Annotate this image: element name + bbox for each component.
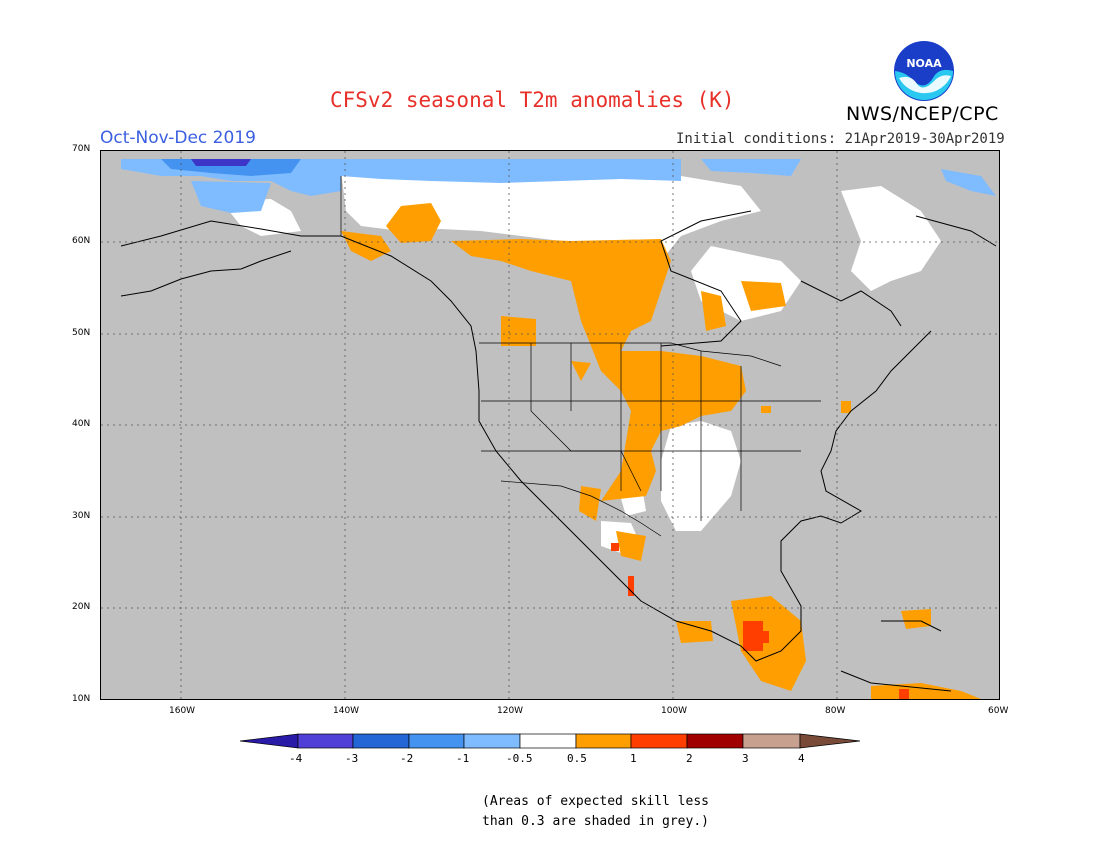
skill-note-line: (Areas of expected skill less bbox=[482, 794, 709, 809]
lon-label: 100W bbox=[661, 706, 688, 716]
political-boundaries bbox=[340, 176, 821, 537]
lat-label: 10N bbox=[72, 694, 91, 704]
legend-label: -1 bbox=[456, 752, 470, 765]
legend-label: -2 bbox=[400, 752, 414, 765]
lat-label: 40N bbox=[72, 419, 91, 429]
lon-label: 120W bbox=[497, 706, 524, 716]
lon-label: 140W bbox=[333, 706, 360, 716]
legend-label: 0.5 bbox=[567, 752, 587, 765]
lon-label: 160W bbox=[169, 706, 196, 716]
cold-anomaly-regions bbox=[121, 159, 996, 213]
skill-note-line: than 0.3 are shaded in grey.) bbox=[482, 814, 709, 829]
forecast-period: Oct-Nov-Dec 2019 bbox=[100, 128, 256, 148]
legend-label: 2 bbox=[686, 752, 693, 765]
agency-label: NWS/NCEP/CPC bbox=[846, 103, 999, 125]
lat-label: 70N bbox=[72, 144, 91, 154]
lat-label: 60N bbox=[72, 236, 91, 246]
lat-label: 30N bbox=[72, 511, 91, 521]
lon-label: 60W bbox=[988, 706, 1009, 716]
strong-warm-spots bbox=[611, 543, 909, 699]
legend-label: 3 bbox=[742, 752, 749, 765]
coastlines bbox=[120, 210, 997, 692]
anomaly-map bbox=[100, 150, 1000, 700]
skill-note: (Areas of expected skill less than 0.3 a… bbox=[482, 792, 709, 832]
chart-title: CFSv2 seasonal T2m anomalies (K) bbox=[330, 88, 735, 112]
lon-label: 80W bbox=[825, 706, 846, 716]
lat-label: 20N bbox=[72, 602, 91, 612]
map-canvas bbox=[101, 151, 999, 699]
legend-label: 1 bbox=[630, 752, 637, 765]
color-legend bbox=[240, 733, 861, 749]
initial-conditions: Initial conditions: 21Apr2019-30Apr2019 bbox=[676, 131, 1005, 147]
logo-text: NOAA bbox=[906, 57, 942, 70]
legend-label: -3 bbox=[345, 752, 359, 765]
legend-label: -4 bbox=[289, 752, 303, 765]
legend-label: -0.5 bbox=[506, 752, 533, 765]
warm-anomaly-regions bbox=[341, 203, 981, 699]
noaa-logo-icon: NOAA bbox=[894, 41, 954, 101]
graticule bbox=[101, 151, 999, 699]
lat-label: 50N bbox=[72, 328, 91, 338]
legend-label: 4 bbox=[798, 752, 805, 765]
